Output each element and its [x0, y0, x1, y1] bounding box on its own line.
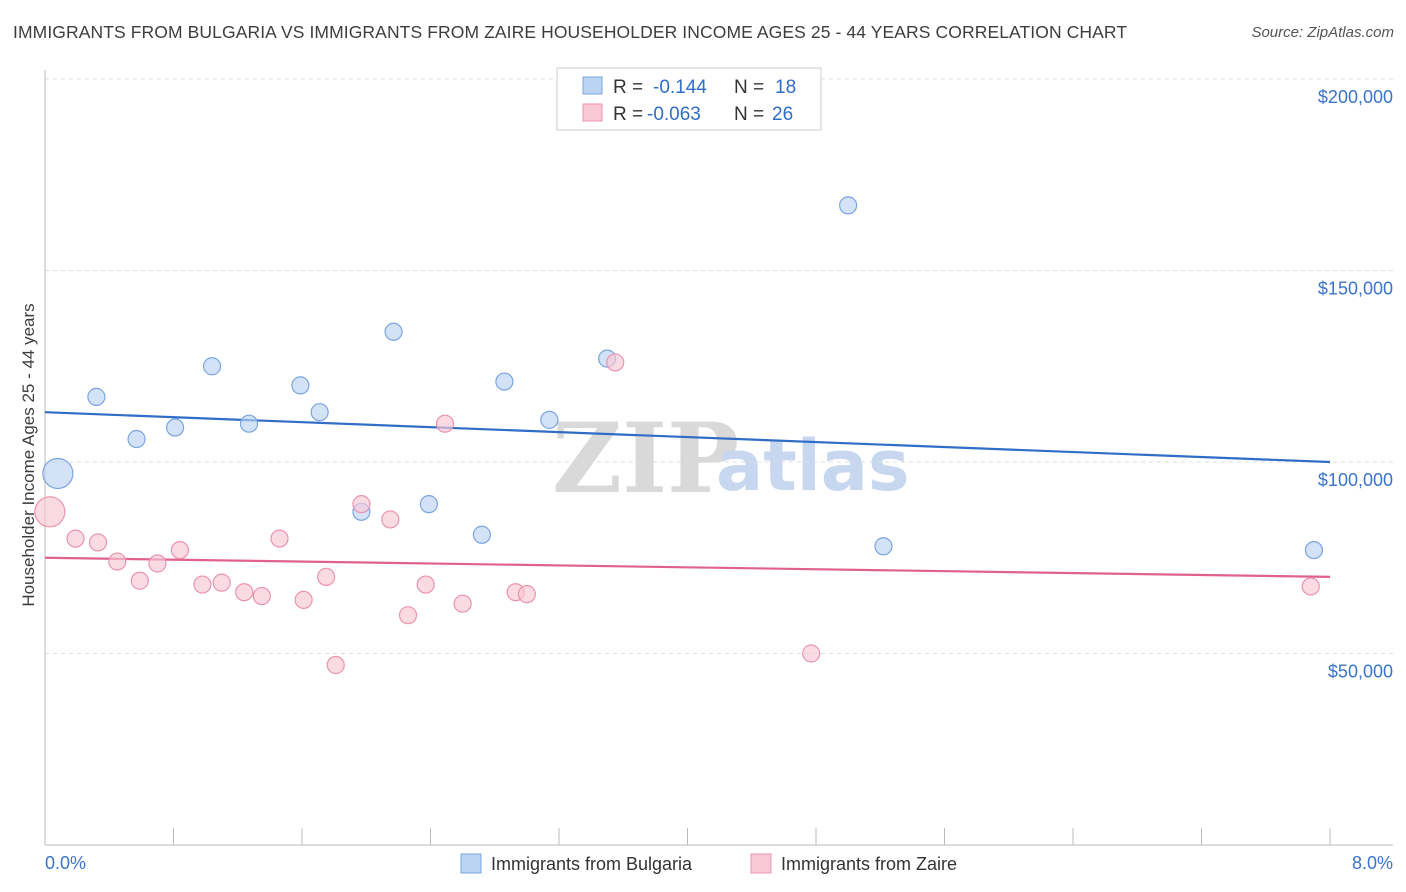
y-tick-labels: $50,000 $100,000 $150,000 $200,000: [1318, 87, 1393, 682]
legend-n-value-bulgaria: 18: [775, 77, 796, 98]
legend-swatch-bulgaria: [582, 76, 603, 95]
y-tick-label: $50,000: [1328, 662, 1393, 682]
trend-line-bulgaria: [44, 411, 1331, 464]
y-axis-label: Householder Income Ages 25 - 44 years: [19, 303, 38, 606]
point-zaire: [381, 510, 400, 529]
point-zaire: [66, 529, 85, 548]
point-zaire: [270, 529, 289, 548]
x-tick-label-min: 0.0%: [45, 853, 86, 873]
point-zaire: [235, 583, 254, 602]
point-zaire: [148, 554, 167, 573]
point-zaire: [326, 655, 345, 675]
point-bulgaria: [239, 414, 259, 433]
point-bulgaria: [839, 196, 858, 215]
series-label-zaire: Immigrants from Zaire: [781, 854, 957, 874]
point-zaire: [212, 573, 231, 592]
legend-swatch-zaire: [582, 103, 603, 122]
point-zaire: [352, 495, 371, 514]
y-tick-label: $150,000: [1318, 279, 1393, 299]
y-tick-label: $200,000: [1318, 87, 1393, 107]
point-zaire: [316, 567, 336, 587]
point-zaire: [606, 353, 625, 372]
point-bulgaria: [495, 372, 514, 391]
series-label-bulgaria: Immigrants from Bulgaria: [491, 854, 693, 874]
legend-n-value-zaire: 26: [772, 104, 793, 125]
point-zaire: [130, 571, 149, 590]
point-bulgaria: [166, 418, 185, 437]
point-bulgaria: [1304, 540, 1324, 560]
point-bulgaria: [127, 429, 146, 449]
point-zaire: [193, 575, 212, 594]
watermark-zip: ZIP: [552, 402, 739, 515]
legend-n-label-bulgaria: N =: [734, 77, 764, 98]
point-bulgaria: [42, 457, 74, 490]
trend-line-zaire: [44, 556, 1331, 578]
data-points: [34, 196, 1324, 675]
point-bulgaria: [874, 537, 893, 556]
point-zaire: [1301, 577, 1320, 596]
point-zaire: [88, 533, 108, 552]
point-bulgaria: [202, 357, 222, 376]
point-bulgaria: [384, 322, 403, 341]
point-bulgaria: [291, 376, 310, 395]
point-bulgaria: [540, 410, 559, 429]
legend-r-value-zaire: -0.063: [647, 104, 701, 125]
point-zaire: [435, 414, 455, 433]
point-bulgaria: [87, 387, 106, 406]
axes: [44, 70, 1393, 846]
legend-r-value-bulgaria: -0.144: [653, 77, 707, 98]
point-zaire: [416, 575, 435, 594]
legend-r-label-bulgaria: R =: [613, 77, 643, 98]
chart-title: IMMIGRANTS FROM BULGARIA VS IMMIGRANTS F…: [13, 22, 1128, 42]
point-bulgaria: [419, 495, 438, 514]
point-zaire: [34, 496, 66, 528]
legend-n-label-zaire: N =: [734, 104, 764, 125]
point-zaire: [170, 540, 190, 560]
series-legend: Immigrants from Bulgaria Immigrants from…: [460, 853, 957, 874]
series-swatch-zaire: [750, 853, 772, 874]
x-ticks: [173, 828, 1331, 845]
watermark-atlas: atlas: [716, 425, 910, 507]
source-label: Source: ZipAtlas.com: [1251, 24, 1394, 41]
x-tick-label-max: 8.0%: [1352, 853, 1393, 873]
trend-lines: [44, 411, 1331, 578]
point-zaire: [108, 552, 127, 571]
point-bulgaria: [310, 403, 329, 422]
legend-r-label-zaire: R =: [613, 104, 643, 125]
y-tick-label: $100,000: [1318, 470, 1393, 490]
point-zaire: [294, 590, 313, 609]
point-zaire: [802, 644, 821, 663]
point-bulgaria: [472, 525, 491, 544]
point-zaire: [453, 594, 472, 613]
point-zaire: [398, 606, 418, 625]
point-zaire: [252, 586, 271, 606]
correlation-legend: R = -0.144 N = 18 R = -0.063 N = 26: [556, 67, 822, 131]
point-zaire: [517, 585, 536, 604]
series-swatch-bulgaria: [460, 853, 482, 874]
